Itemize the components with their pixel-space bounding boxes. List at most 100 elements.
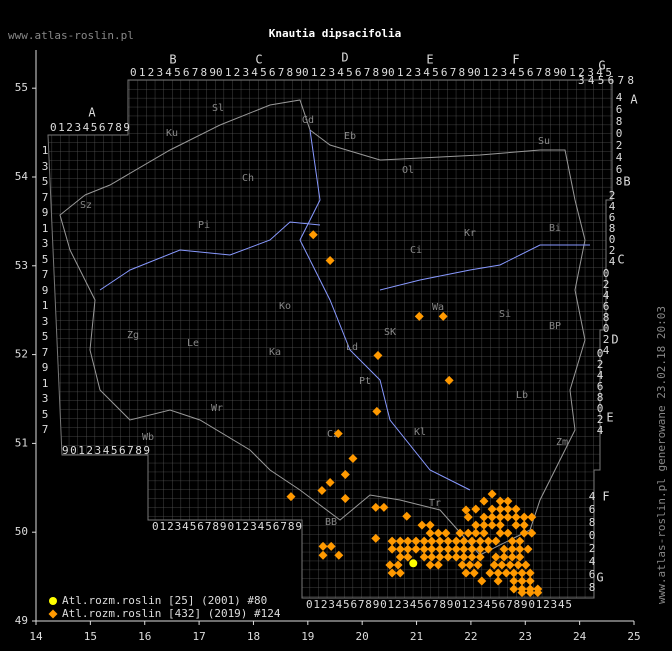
occurrence-point	[519, 512, 529, 522]
occurrence-point	[443, 544, 453, 554]
occurrence-point	[443, 552, 453, 562]
occurrence-point	[527, 512, 537, 522]
x-tick-label: 16	[138, 630, 151, 643]
x-tick-label: 19	[301, 630, 314, 643]
occurrence-point	[469, 568, 479, 578]
grid-letter: E	[426, 53, 433, 67]
occurrence-point	[489, 560, 499, 570]
region-code: Ka	[269, 347, 281, 358]
occurrence-point	[517, 576, 527, 586]
occurrence-point	[503, 528, 513, 538]
occurrence-point	[308, 230, 318, 240]
x-tick-label: 23	[519, 630, 532, 643]
occurrence-point	[495, 528, 505, 538]
occurrence-point	[395, 568, 405, 578]
region-code: Ko	[279, 301, 291, 312]
river	[379, 244, 590, 291]
x-tick-label: 18	[247, 630, 260, 643]
legend-symbol	[48, 609, 58, 619]
occurrence-point	[475, 536, 485, 546]
grid-digits-vertical: 1357913579135791357	[41, 144, 49, 436]
grid-area	[47, 79, 613, 599]
region-code: SK	[384, 327, 396, 338]
occurrence-point	[387, 568, 397, 578]
occurrence-point	[471, 504, 481, 514]
region-code: Wb	[142, 432, 154, 443]
x-tick-label: 25	[627, 630, 640, 643]
region-code: Ch	[242, 173, 254, 184]
occurrence-point	[523, 544, 533, 554]
generated-note: www.atlas-roslin.pl generowane 23.02.18 …	[655, 306, 668, 604]
grid-digits: 90123456789	[62, 444, 150, 457]
occurrence-point	[533, 588, 543, 598]
occurrence-point	[379, 502, 389, 512]
occurrence-point	[471, 528, 481, 538]
grid-letter: E	[606, 411, 613, 425]
region-code: Eb	[344, 131, 356, 142]
occurrence-point	[393, 560, 403, 570]
region-code: Tr	[429, 498, 441, 509]
occurrence-point	[433, 528, 443, 538]
occurrence-point	[395, 544, 405, 554]
occurrence-point	[509, 576, 519, 586]
occurrence-point	[425, 560, 435, 570]
region-code: BP	[549, 321, 561, 332]
y-tick-label: 54	[15, 170, 29, 183]
occurrence-point	[427, 552, 437, 562]
occurrence-point	[451, 552, 461, 562]
region-code: Ku	[166, 128, 178, 139]
occurrence-point	[427, 544, 437, 554]
region-code: Kr	[464, 228, 476, 239]
occurrence-point	[318, 550, 328, 560]
occurrence-point	[435, 544, 445, 554]
occurrence-point	[457, 560, 467, 570]
grid-letter: G	[598, 59, 605, 73]
y-tick-label: 51	[15, 436, 28, 449]
grid-digits: 0123456789	[302, 66, 388, 79]
occurrence-point	[286, 492, 296, 502]
occurrence-point	[513, 560, 523, 570]
occurrence-point	[479, 496, 489, 506]
occurrence-point	[505, 560, 515, 570]
grid-letter: A	[88, 106, 96, 120]
occurrence-point	[501, 568, 511, 578]
occurrence-point	[459, 544, 469, 554]
occurrence-point	[333, 429, 343, 439]
site-name: www.atlas-roslin.pl	[8, 29, 134, 42]
occurrence-point	[340, 493, 350, 503]
occurrence-point	[471, 520, 481, 530]
occurrence-point	[503, 512, 513, 522]
x-tick-label: 17	[192, 630, 205, 643]
occurrence-point	[455, 528, 465, 538]
occurrence-point	[325, 255, 335, 265]
region-code: Lb	[516, 390, 528, 401]
occurrence-point	[525, 568, 535, 578]
occurrence-point	[371, 533, 381, 543]
region-code: Le	[187, 338, 199, 349]
occurrence-point	[467, 536, 477, 546]
occurrence-point	[475, 552, 485, 562]
x-tick-label: 14	[29, 630, 43, 643]
occurrence-point	[459, 536, 469, 546]
occurrence-point	[463, 528, 473, 538]
occurrence-point	[527, 528, 537, 538]
occurrence-point	[318, 541, 328, 551]
occurrence-point	[487, 489, 497, 499]
occurrence-point	[409, 559, 418, 568]
occurrence-point	[425, 528, 435, 538]
x-tick-label: 15	[84, 630, 97, 643]
occurrence-point	[403, 544, 413, 554]
occurrence-point	[451, 544, 461, 554]
region-code: Ci	[410, 245, 422, 256]
legend-label: Atl.rozm.roslin [432] (2019) #124	[62, 607, 281, 620]
occurrence-point	[414, 311, 424, 321]
legend-label: Atl.rozm.roslin [25] (2001) #80	[62, 594, 267, 607]
occurrence-point	[495, 496, 505, 506]
occurrence-point	[467, 552, 477, 562]
occurrence-point	[402, 511, 412, 521]
y-tick-label: 52	[15, 348, 28, 361]
occurrence-point	[507, 536, 517, 546]
grid-digits: 0123456789	[474, 66, 560, 79]
